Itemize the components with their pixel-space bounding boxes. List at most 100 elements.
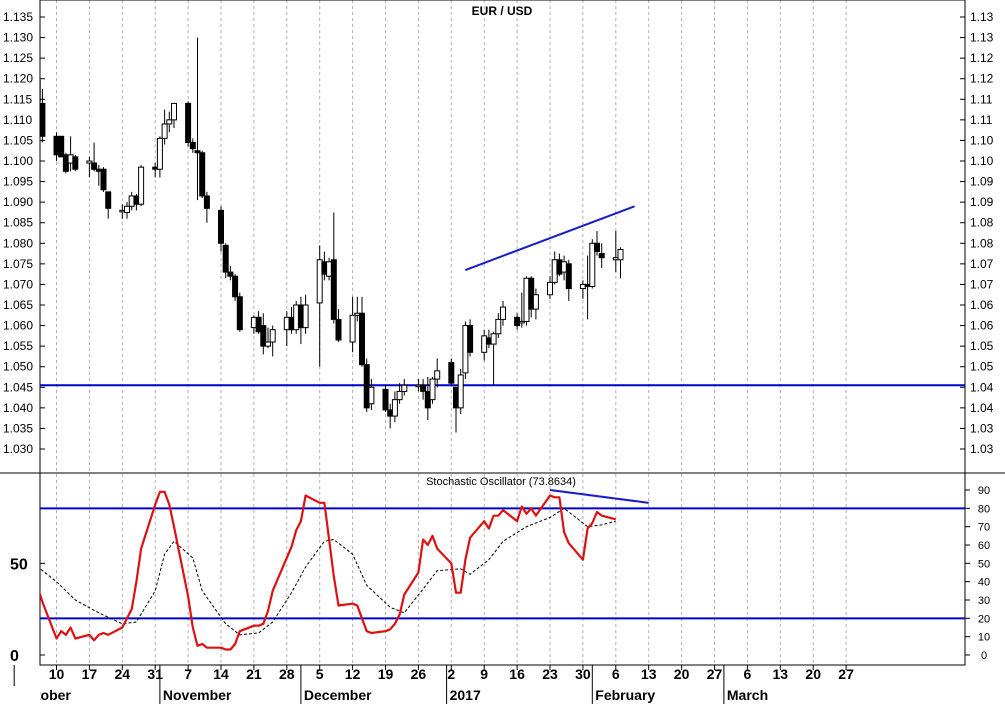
candle	[260, 313, 267, 355]
stochastic-panel	[40, 489, 965, 651]
left-tick-label: 1.130	[3, 31, 33, 45]
left-tick-label: 1.050	[3, 360, 33, 374]
candle	[156, 136, 163, 178]
candle-body	[532, 294, 539, 310]
stochastic-signal-line	[40, 507, 616, 636]
candle	[598, 243, 605, 268]
right-tick-label: 1.07	[970, 277, 994, 291]
candle-body	[166, 119, 173, 125]
candle	[40, 80, 41, 102]
candle-body	[335, 318, 342, 341]
candle	[255, 311, 262, 334]
chart-title: EUR / USD	[472, 4, 533, 18]
candle-body	[589, 242, 596, 287]
x-day-label: 6	[612, 666, 620, 682]
left-tick-label: 1.060	[3, 319, 33, 333]
right-stoch-tick-label: 20	[978, 613, 990, 625]
candle	[199, 150, 206, 199]
candle-body	[401, 384, 408, 392]
candle	[161, 109, 168, 145]
candle	[500, 300, 506, 326]
right-tick-label: 1.10	[970, 133, 994, 147]
candle	[185, 101, 192, 147]
x-day-label: 17	[82, 666, 98, 682]
x-day-label: 16	[509, 666, 525, 682]
candle-body	[194, 150, 201, 154]
candle-body	[448, 362, 455, 384]
candle	[518, 292, 525, 328]
candle	[189, 138, 196, 153]
candle-body	[161, 123, 168, 139]
candle-body	[58, 135, 65, 158]
candle	[401, 379, 408, 396]
right-tick-label: 1.13	[970, 10, 994, 24]
left-tick-label: 1.045	[3, 380, 33, 394]
right-stoch-tick-label: 90	[978, 485, 990, 497]
x-day-label: 13	[773, 666, 789, 682]
right-stoch-tick-label: 60	[978, 540, 990, 552]
candle-body	[368, 386, 375, 405]
candle	[265, 327, 271, 349]
candle	[396, 383, 403, 404]
candle-body	[396, 390, 403, 401]
right-tick-label: 1.10	[970, 154, 994, 168]
candle	[617, 247, 624, 279]
x-month-label: December	[304, 687, 372, 703]
candle-body	[302, 304, 309, 329]
month-label-mask	[0, 686, 40, 704]
left-tick-label: 1.085	[3, 216, 33, 230]
x-day-label: 28	[279, 666, 295, 682]
candle	[105, 191, 112, 219]
candle-body	[495, 318, 502, 335]
x-day-label: 13	[641, 666, 657, 682]
right-stoch-tick-label: 30	[978, 595, 990, 607]
candle-body	[236, 296, 243, 331]
candle-body	[500, 306, 506, 320]
candle-body	[518, 320, 525, 324]
right-stoch-tick-label: 80	[978, 503, 990, 515]
candle-body	[222, 244, 229, 273]
left-tick-label: 1.080	[3, 236, 33, 250]
left-tick-label: 1.065	[3, 298, 33, 312]
candle	[481, 329, 488, 361]
candle-body	[227, 271, 234, 277]
candle-body	[359, 312, 365, 366]
right-stoch-tick-label: 40	[978, 577, 990, 589]
candle	[124, 202, 130, 219]
candle	[171, 102, 177, 129]
candle	[335, 309, 342, 343]
right-tick-label: 1.08	[970, 216, 994, 230]
candle	[391, 391, 398, 423]
left-tick-label: 1.075	[3, 257, 33, 271]
right-tick-label: 1.04	[970, 401, 994, 415]
candle	[330, 212, 337, 324]
candle-body	[255, 316, 262, 333]
candle-body	[617, 248, 624, 261]
x-day-label: 2	[447, 666, 455, 682]
candle	[359, 296, 365, 367]
left-tick-label: 1.055	[3, 339, 33, 353]
axes: 1.0301.0351.0401.0451.0501.0551.0601.065…	[0, 10, 994, 704]
stochastic-trendline	[549, 489, 649, 504]
candle	[429, 377, 436, 404]
left-tick-label: 1.120	[3, 72, 33, 86]
left-tick-label: 1.035	[3, 421, 33, 435]
left-tick-label: 1.030	[3, 442, 33, 456]
candle-body	[156, 137, 163, 170]
left-tick-label: 1.110	[3, 113, 32, 127]
candle	[222, 243, 229, 279]
candle-body	[382, 388, 389, 411]
left-tick-label: 1.115	[3, 92, 32, 106]
right-tick-label: 1.04	[970, 380, 994, 394]
candle-body	[265, 341, 271, 347]
candle-body	[72, 156, 79, 170]
right-tick-label: 1.12	[970, 51, 994, 65]
candle	[232, 274, 239, 301]
x-day-label: 5	[316, 666, 324, 682]
candle	[495, 313, 502, 338]
left-tick-label: 1.100	[3, 154, 33, 168]
candle	[72, 154, 79, 172]
candle	[349, 296, 356, 353]
x-day-label: 14	[213, 666, 229, 682]
